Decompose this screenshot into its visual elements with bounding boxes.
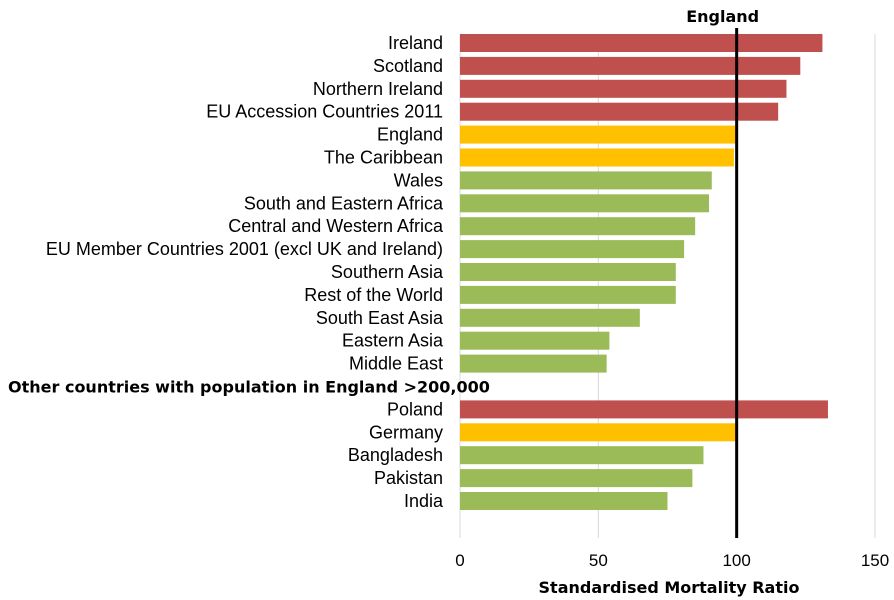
bar-south-and-eastern-africa xyxy=(460,194,709,213)
category-label: Central and Western Africa xyxy=(228,216,444,236)
bar-eu-accession-countries-2011 xyxy=(460,102,779,121)
bar-india xyxy=(460,492,668,510)
category-label: Ireland xyxy=(388,33,443,53)
bar-scotland xyxy=(460,56,801,75)
reference-line-label: England xyxy=(686,7,759,26)
x-tick-label: 0 xyxy=(455,551,464,570)
bar-germany xyxy=(460,423,737,442)
group-header: Other countries with population in Engla… xyxy=(8,378,490,397)
bar-the-caribbean xyxy=(460,148,734,167)
x-tick-label: 100 xyxy=(722,551,750,570)
x-axis: 0 50 100 150 xyxy=(455,551,889,570)
bar-ireland xyxy=(460,34,823,52)
bar-wales xyxy=(460,171,712,190)
bar-northern-ireland xyxy=(460,79,787,98)
category-label: Northern Ireland xyxy=(313,79,443,99)
category-label: Southern Asia xyxy=(331,262,444,282)
bar-south-east-asia xyxy=(460,308,640,327)
category-label: Bangladesh xyxy=(348,445,443,465)
category-label: Eastern Asia xyxy=(342,331,444,351)
bars xyxy=(460,34,828,510)
category-label: England xyxy=(377,125,443,145)
bar-southern-asia xyxy=(460,263,676,281)
bar-eu-member-countries-2001-excl-uk-and-ireland- xyxy=(460,240,685,259)
category-label: Poland xyxy=(387,399,443,419)
category-label: Germany xyxy=(369,422,443,442)
bar-poland xyxy=(460,400,828,419)
bar-pakistan xyxy=(460,469,693,488)
category-label: Wales xyxy=(394,170,443,190)
bar-middle-east xyxy=(460,354,607,373)
bar-central-and-western-africa xyxy=(460,217,696,236)
category-label: Rest of the World xyxy=(304,285,443,305)
category-label: Middle East xyxy=(349,354,443,374)
category-label: South and Eastern Africa xyxy=(244,193,444,213)
category-label: South East Asia xyxy=(316,308,444,328)
x-tick-label: 150 xyxy=(861,551,889,570)
x-tick-label: 50 xyxy=(589,551,608,570)
bar-bangladesh xyxy=(460,446,704,465)
category-label: EU Accession Countries 2011 xyxy=(206,102,443,122)
bar-eastern-asia xyxy=(460,331,610,350)
bar-england xyxy=(460,125,737,144)
x-axis-title: Standardised Mortality Ratio xyxy=(539,578,800,597)
category-label: India xyxy=(404,491,444,511)
bar-rest-of-the-world xyxy=(460,285,676,304)
category-label: The Caribbean xyxy=(324,148,443,168)
category-label: Scotland xyxy=(373,56,443,76)
category-labels: Ireland Scotland Northern Ireland EU Access… xyxy=(8,33,490,511)
category-label: Pakistan xyxy=(374,468,443,488)
category-label: EU Member Countries 2001 (excl UK and Ir… xyxy=(46,239,443,259)
